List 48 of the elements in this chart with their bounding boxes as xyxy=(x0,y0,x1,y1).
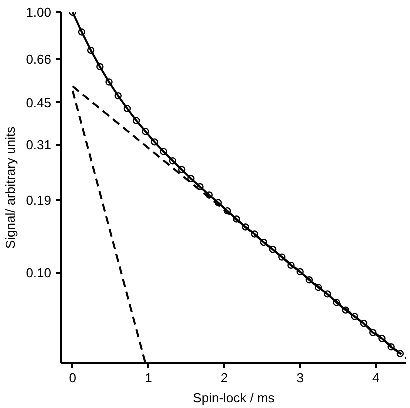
point xyxy=(324,290,332,298)
x-tick-label: 4 xyxy=(372,370,380,386)
point xyxy=(206,192,213,199)
point xyxy=(78,28,86,36)
point xyxy=(106,78,113,86)
point xyxy=(242,224,250,231)
y-tick-label: 0.45 xyxy=(26,95,52,110)
y-tick-label: 1.00 xyxy=(26,5,52,20)
point xyxy=(388,344,395,351)
x-tick-label: 3 xyxy=(296,370,304,386)
point xyxy=(351,313,359,320)
point xyxy=(87,46,95,54)
x-tick-label: 2 xyxy=(220,370,228,386)
point xyxy=(233,216,240,223)
y-tick-label: 0.66 xyxy=(26,52,52,68)
point xyxy=(251,230,258,238)
point xyxy=(124,105,132,112)
point xyxy=(314,284,322,292)
point xyxy=(288,262,295,270)
y-axis-title: Signal/ arbitrary units xyxy=(3,126,18,250)
point xyxy=(260,238,268,246)
point xyxy=(333,299,340,306)
point xyxy=(306,276,314,284)
point xyxy=(269,246,277,254)
point xyxy=(160,148,168,156)
point xyxy=(178,166,186,174)
point xyxy=(196,183,204,191)
point xyxy=(360,320,368,328)
point xyxy=(188,175,195,182)
point xyxy=(114,92,122,100)
x-axis-title: Spin-lock / ms xyxy=(193,390,276,406)
point xyxy=(224,207,232,215)
point xyxy=(296,268,304,276)
point xyxy=(96,63,104,71)
x-tick-label: 1 xyxy=(145,370,152,386)
point xyxy=(214,199,222,206)
point xyxy=(278,254,286,261)
point xyxy=(142,128,150,136)
point xyxy=(151,138,158,146)
point xyxy=(132,117,140,124)
point xyxy=(342,306,350,314)
point xyxy=(378,335,386,342)
x-tick-label: 0 xyxy=(69,370,76,386)
y-tick-label: 0.31 xyxy=(26,138,52,153)
y-tick-label: 0.19 xyxy=(26,192,52,208)
point xyxy=(370,329,377,336)
point xyxy=(169,158,177,165)
y-tick-label: 0.10 xyxy=(26,266,52,281)
